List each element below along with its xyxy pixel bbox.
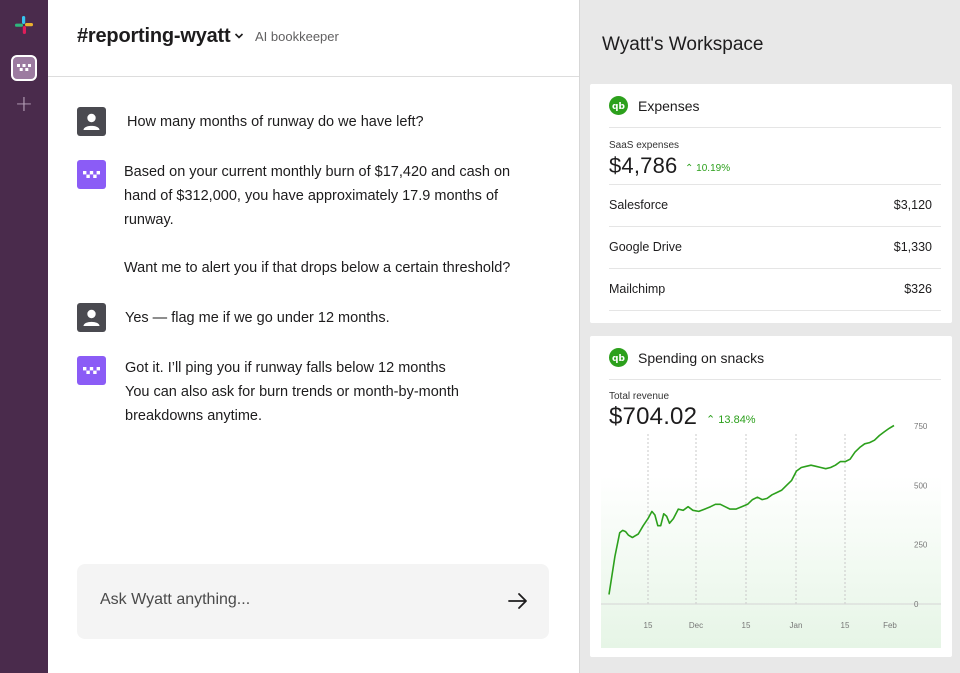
wyatt-bot-icon <box>83 171 100 178</box>
x-tick-label: Jan <box>790 621 803 630</box>
metric-change: ⌃ 10.19% <box>685 163 731 174</box>
wyatt-workspace-icon[interactable] <box>11 55 37 81</box>
expense-row-label: Mailchimp <box>609 282 666 296</box>
wyatt-bot-icon <box>83 367 100 374</box>
slack-logo-icon[interactable] <box>14 15 34 35</box>
channel-header: #reporting-wyatt AI bookkeeper <box>48 0 579 77</box>
quickbooks-icon: qb <box>609 96 628 115</box>
message-line: hand of $312,000, you have approximately… <box>124 188 499 204</box>
quickbooks-icon: qb <box>609 348 628 367</box>
message-text: Got it. I’ll ping you if runway falls be… <box>125 356 459 428</box>
message-line: breakdowns anytime. <box>125 408 263 424</box>
divider <box>609 268 941 269</box>
chat-pane: #reporting-wyatt AI bookkeeper How many … <box>48 0 579 673</box>
message-line: Got it. I’ll ping you if runway falls be… <box>125 360 446 376</box>
message-line: Want me to alert you if that drops below… <box>124 260 511 276</box>
bot-avatar[interactable] <box>77 160 106 189</box>
bot-avatar[interactable] <box>77 356 106 385</box>
metric-change: ⌃ 13.84% <box>706 414 756 426</box>
trend-up-icon: ⌃ <box>685 163 694 174</box>
snacks-title: Spending on snacks <box>638 350 765 366</box>
message-text: How many months of runway do we have lef… <box>127 110 424 134</box>
channel-name[interactable]: #reporting-wyatt <box>77 25 231 47</box>
divider <box>609 184 941 185</box>
divider <box>609 310 941 311</box>
user-icon <box>83 309 100 326</box>
user-icon <box>83 113 100 130</box>
divider <box>609 127 941 128</box>
y-tick-label: 500 <box>914 481 928 490</box>
composer-input[interactable]: Ask Wyatt anything... <box>100 591 251 608</box>
message-line: Yes — flag me if we go under 12 months. <box>125 310 390 326</box>
expense-row-label: Google Drive <box>609 240 682 254</box>
message-text: Based on your current monthly burn of $1… <box>124 160 510 280</box>
expenses-title: Expenses <box>638 98 700 114</box>
x-tick-label: 15 <box>841 621 850 630</box>
message-line: How many months of runway do we have lef… <box>127 114 424 130</box>
expense-row-value: $326 <box>904 282 932 296</box>
metric-value: $704.02 <box>609 403 698 430</box>
x-tick-label: Feb <box>883 621 897 630</box>
x-tick-label: Dec <box>689 621 703 630</box>
trend-up-icon: ⌃ <box>706 414 716 426</box>
plus-icon[interactable]: + <box>14 92 34 117</box>
message-line: runway. <box>124 212 174 228</box>
expense-row-value: $1,330 <box>893 240 932 254</box>
message-line: You can also ask for burn trends or mont… <box>125 384 459 400</box>
expense-row-label: Salesforce <box>609 198 669 212</box>
message-line: Based on your current monthly burn of $1… <box>124 164 511 180</box>
user-avatar[interactable] <box>77 303 106 332</box>
y-tick-label: 750 <box>914 422 928 431</box>
workspace-title: Wyatt's Workspace <box>602 34 764 55</box>
y-tick-label: 0 <box>914 600 919 609</box>
message-line <box>124 232 510 256</box>
workspace-panel: Wyatt's Workspace qb Expenses SaaS expen… <box>579 0 960 673</box>
chevron-down-icon[interactable] <box>234 32 244 40</box>
message-text: Yes — flag me if we go under 12 months. <box>125 306 390 330</box>
expense-row-value: $3,120 <box>893 198 932 212</box>
user-avatar[interactable] <box>77 107 106 136</box>
metric-label: Total revenue <box>609 391 670 402</box>
channel-subtitle: AI bookkeeper <box>255 29 339 44</box>
chart-background <box>601 476 941 648</box>
message-composer[interactable]: Ask Wyatt anything... <box>77 564 549 639</box>
svg-text:qb: qb <box>612 102 625 112</box>
snacks-card: qb Spending on snacks Total revenue $704… <box>590 336 952 657</box>
arrow-right-icon[interactable] <box>507 591 529 611</box>
divider <box>609 379 941 380</box>
workspace-rail: + <box>0 0 48 673</box>
snacks-line-chart: 750 500 250 0 15 Dec 15 Jan 15 Feb <box>601 422 941 648</box>
metric-label: SaaS expenses <box>609 140 680 151</box>
series-line <box>608 424 895 595</box>
metric-value: $4,786 <box>609 153 678 178</box>
x-tick-label: 15 <box>742 621 751 630</box>
divider <box>609 226 941 227</box>
x-tick-label: 15 <box>644 621 653 630</box>
expenses-card: qb Expenses SaaS expenses $4,786 ⌃ 10.19… <box>590 84 952 323</box>
y-tick-label: 250 <box>914 541 928 550</box>
svg-text:qb: qb <box>612 354 625 364</box>
